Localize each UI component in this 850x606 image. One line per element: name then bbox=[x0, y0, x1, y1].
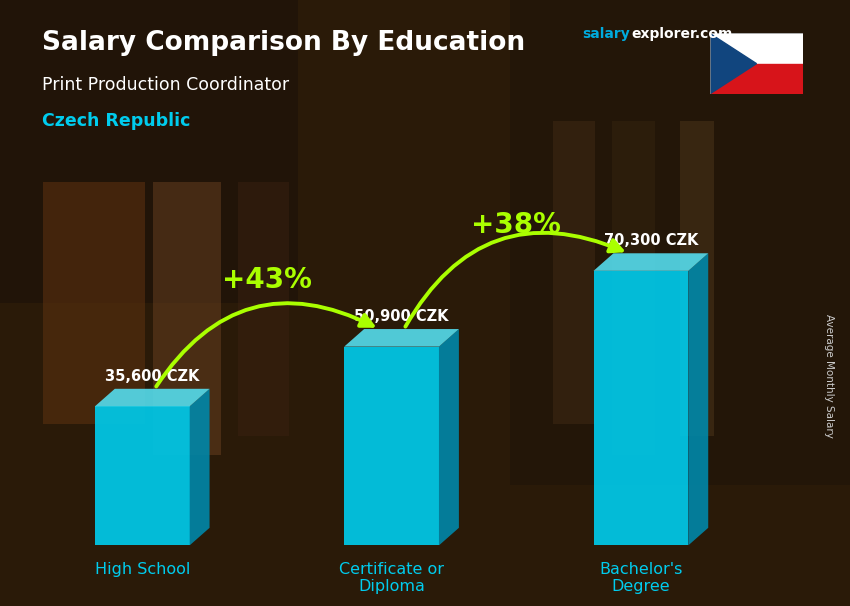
Bar bbox=[42, 182, 144, 424]
Polygon shape bbox=[439, 329, 459, 545]
Text: Average Monthly Salary: Average Monthly Salary bbox=[824, 314, 834, 438]
Bar bbox=[680, 121, 714, 436]
Text: Salary Comparison By Education: Salary Comparison By Education bbox=[42, 30, 525, 56]
Polygon shape bbox=[95, 389, 210, 407]
Bar bbox=[238, 182, 289, 436]
Text: +43%: +43% bbox=[222, 266, 312, 294]
Bar bbox=[710, 33, 803, 64]
Text: 50,900 CZK: 50,900 CZK bbox=[354, 309, 449, 324]
Text: 35,600 CZK: 35,600 CZK bbox=[105, 368, 200, 384]
Bar bbox=[344, 347, 439, 545]
Bar bbox=[612, 121, 654, 454]
Text: Print Production Coordinator: Print Production Coordinator bbox=[42, 76, 290, 94]
Text: +38%: +38% bbox=[471, 211, 561, 239]
Bar bbox=[95, 407, 190, 545]
Polygon shape bbox=[593, 253, 708, 271]
Text: Czech Republic: Czech Republic bbox=[42, 112, 191, 130]
Bar bbox=[593, 271, 688, 545]
Polygon shape bbox=[688, 253, 708, 545]
Bar bbox=[710, 64, 803, 94]
Text: salary: salary bbox=[582, 27, 630, 41]
Text: 70,300 CZK: 70,300 CZK bbox=[604, 233, 698, 248]
Bar bbox=[552, 121, 595, 424]
Text: explorer.com: explorer.com bbox=[632, 27, 733, 41]
Polygon shape bbox=[190, 389, 210, 545]
Polygon shape bbox=[344, 329, 459, 347]
Bar bbox=[510, 0, 850, 485]
Bar bbox=[0, 0, 298, 303]
Polygon shape bbox=[710, 33, 756, 94]
Bar bbox=[153, 182, 221, 454]
